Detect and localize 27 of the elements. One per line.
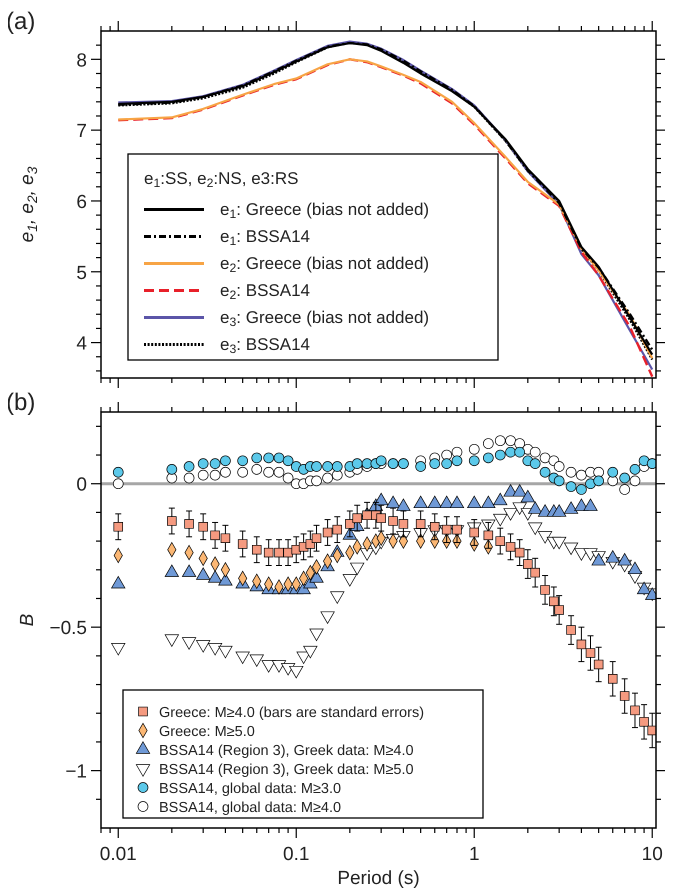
y-tick-label: 8	[76, 50, 87, 72]
y-tick-label: 7	[76, 121, 87, 142]
y-axis-title: B	[17, 613, 38, 626]
x-tick-label: 1	[468, 844, 480, 865]
legend-label: BSSA14 (Region 3), Greek data: M≥4.0	[159, 743, 414, 759]
x-tick-label: 10	[642, 844, 663, 865]
legend-label: BSSA14, global data: M≥3.0	[159, 781, 342, 797]
legend-label: e$_{3}$: BSSA14	[220, 335, 310, 356]
legend-label: e$_{2}$: Greece (bias not added)	[220, 254, 430, 275]
legend-label: BSSA14, global data: M≥4.0	[159, 800, 342, 816]
y-tick-label: 5	[76, 262, 87, 284]
legend-label: Greece: M≥4.0 (bars are standard errors)	[159, 705, 424, 721]
x-tick-label: 0.1	[283, 844, 310, 865]
x-axis-title: Period (s)	[337, 868, 420, 889]
legend-label: e$_{2}$: BSSA14	[220, 281, 310, 302]
legend-label: e$_{1}$: BSSA14	[220, 227, 310, 248]
y-tick-label: −0.5	[49, 618, 87, 640]
y-tick-label: 0	[76, 474, 87, 496]
y-tick-label: 6	[76, 192, 87, 213]
y-tick-label: −1	[65, 762, 87, 783]
legend-label: e$_{3}$: Greece (bias not added)	[220, 308, 430, 329]
y-tick-label: 4	[76, 334, 88, 355]
legend-label: e$_{1}$: Greece (bias not added)	[220, 200, 430, 221]
legend-label: BSSA14 (Region 3), Greek data: M≥5.0	[159, 762, 414, 778]
legend-label: Greece: M≥5.0	[159, 724, 255, 740]
x-tick-label: 0.01	[100, 844, 137, 865]
legend-title: e$_{1}$:SS, e$_{2}$:NS, e3:RS	[144, 169, 298, 190]
